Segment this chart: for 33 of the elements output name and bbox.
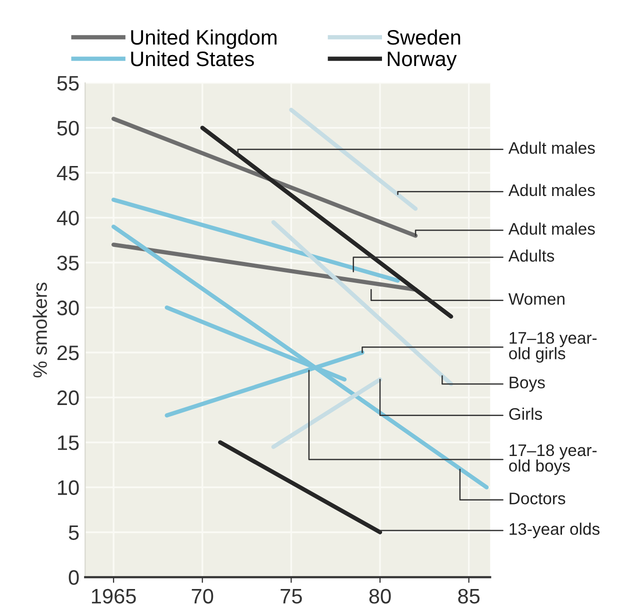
y-tick-label: 10	[58, 480, 79, 496]
annotation: Women	[508, 293, 564, 305]
legend-label: United Kingdom	[131, 29, 276, 49]
x-tick-label: 75	[280, 589, 302, 604]
annotation: 17–18 year- old girls	[509, 332, 597, 363]
y-tick-label: 25	[57, 345, 79, 360]
y-tick-label: 15	[58, 436, 79, 450]
legend-label: United States	[131, 50, 254, 66]
x-tick-label: 80	[369, 588, 391, 604]
y-tick-label: 40	[56, 210, 79, 226]
x-tick-label: 85	[458, 588, 480, 604]
y-tick-label: 35	[57, 256, 79, 270]
y-tick-label: 50	[57, 120, 79, 136]
annotation: Doctors	[510, 492, 566, 504]
y-axis-title: % smokers	[32, 282, 48, 378]
y-tick-label: 45	[56, 166, 79, 181]
annotation: Adult males	[508, 222, 595, 235]
y-tick-label: 55	[57, 76, 79, 91]
annotation: Boys	[510, 376, 545, 392]
annotation: Adults	[508, 249, 554, 262]
annotation: 17–18 year- old boys	[509, 444, 597, 475]
annotation: 13-year olds	[510, 522, 600, 538]
x-tick-label: 70	[192, 588, 214, 604]
legend-label: Sweden	[387, 29, 460, 45]
y-tick-label: 30	[57, 300, 79, 316]
annotation: Girls	[509, 408, 542, 420]
annotation: Adult males	[508, 184, 595, 196]
y-tick-label: 0	[68, 570, 79, 585]
y-tick-label: 5	[68, 525, 79, 540]
x-tick-label: 1965	[92, 588, 136, 604]
y-tick-label: 20	[57, 390, 79, 406]
annotation: Adult males	[508, 142, 595, 154]
legend-label: Norway	[388, 52, 457, 70]
